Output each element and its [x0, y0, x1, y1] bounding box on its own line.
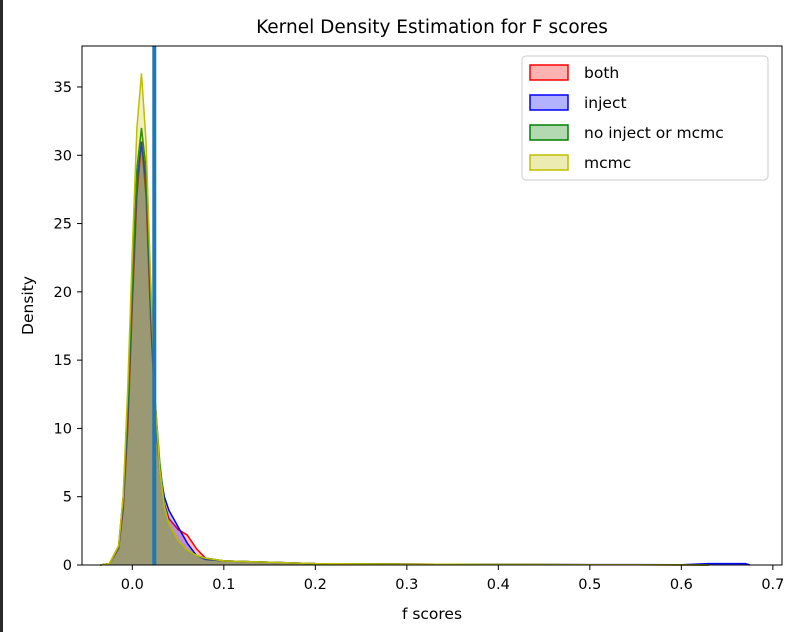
series-line-mcmc — [100, 73, 709, 566]
x-tick-label: 0.4 — [487, 577, 510, 593]
x-axis: 0.0 0.1 0.2 0.3 0.4 0.5 0.6 0.7 — [121, 565, 784, 593]
x-tick-label: 0.0 — [121, 577, 144, 593]
legend-swatch-both — [529, 64, 569, 81]
y-tick-label: 10 — [54, 421, 72, 437]
x-tick-label: 0.6 — [670, 577, 693, 593]
x-tick-label: 0.2 — [304, 577, 327, 593]
legend-label-no-inject-or-mcmc: no inject or mcmc — [584, 124, 724, 142]
series-area-both — [100, 141, 709, 566]
series-line-no-inject-or-mcmc — [100, 127, 709, 566]
window-edge — [0, 0, 3, 632]
chart-title: Kernel Density Estimation for F scores — [256, 17, 608, 38]
series-area-inject — [100, 141, 750, 566]
legend-label-mcmc: mcmc — [584, 154, 631, 172]
y-tick-label: 5 — [63, 490, 72, 506]
legend-swatch-inject — [529, 94, 569, 111]
x-tick-label: 0.3 — [395, 577, 418, 593]
y-tick-label: 35 — [54, 80, 72, 96]
x-axis-label: f scores — [402, 605, 462, 623]
y-tick-label: 15 — [54, 353, 72, 369]
y-axis: 0 5 10 15 20 25 30 35 — [54, 80, 82, 574]
x-tick-label: 0.5 — [578, 577, 601, 593]
legend-label-inject: inject — [584, 94, 627, 112]
legend-box — [521, 55, 769, 181]
x-tick-label: 0.7 — [761, 577, 784, 593]
series-line-both — [100, 141, 709, 566]
legend-label-both: both — [584, 64, 619, 82]
y-tick-label: 30 — [54, 148, 72, 164]
legend-swatch-no-inject-or-mcmc — [529, 124, 569, 141]
y-axis-label: Density — [19, 276, 37, 335]
legend: both inject no inject or mcmc mcmc — [521, 55, 769, 181]
series-line-inject — [100, 141, 751, 566]
series-area-mcmc — [100, 73, 709, 565]
y-tick-label: 25 — [54, 217, 72, 233]
plot-frame — [81, 45, 783, 566]
series-area-no-inject-or-mcmc — [100, 127, 709, 565]
series-layer — [100, 73, 751, 566]
y-tick-label: 20 — [54, 285, 72, 301]
y-tick-label: 0 — [63, 558, 72, 574]
x-tick-label: 0.1 — [212, 577, 235, 593]
legend-swatch-mcmc — [529, 154, 569, 171]
